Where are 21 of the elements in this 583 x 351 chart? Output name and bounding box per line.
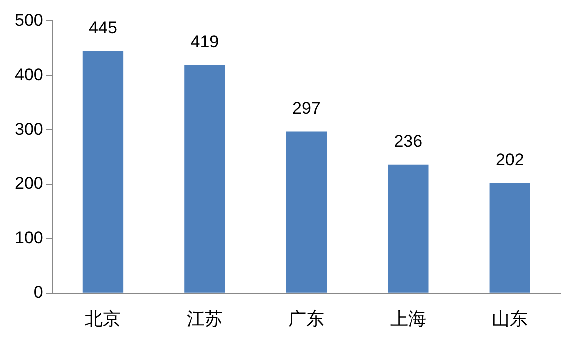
y-tick-label: 200 bbox=[14, 174, 44, 194]
x-tick-label: 江苏 bbox=[186, 309, 223, 330]
y-tick-label: 400 bbox=[14, 65, 44, 84]
bar bbox=[490, 183, 530, 293]
x-tick-label: 广东 bbox=[288, 309, 325, 330]
data-label: 236 bbox=[394, 132, 423, 152]
y-tick-label: 100 bbox=[14, 228, 44, 248]
y-tick-label: 0 bbox=[34, 283, 44, 302]
x-tick-label: 山东 bbox=[492, 309, 528, 330]
y-tick-label: 300 bbox=[14, 120, 44, 139]
bar bbox=[184, 65, 226, 293]
data-label: 419 bbox=[190, 32, 220, 52]
x-tick-label: 北京 bbox=[85, 309, 122, 330]
data-label: 445 bbox=[89, 18, 118, 38]
y-tick-label: 500 bbox=[14, 10, 44, 30]
data-label: 297 bbox=[292, 98, 321, 118]
data-label: 202 bbox=[496, 150, 524, 170]
bar bbox=[388, 164, 429, 293]
x-tick-label: 上海 bbox=[390, 309, 426, 330]
bar bbox=[82, 51, 124, 293]
bar bbox=[286, 132, 328, 293]
